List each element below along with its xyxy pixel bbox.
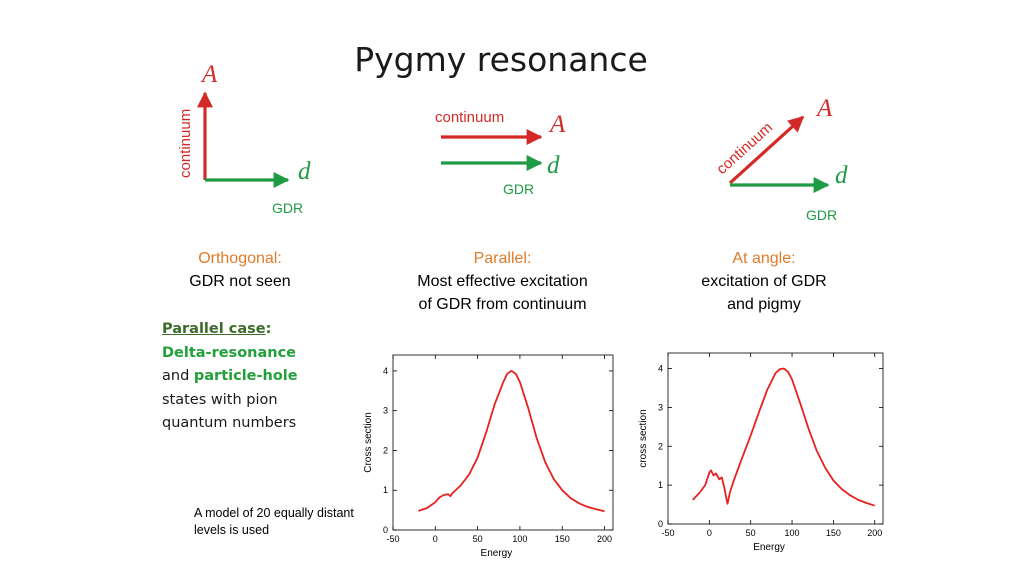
series-line: [692, 367, 875, 507]
angle-vector-diagram: continuum A d GDR: [713, 95, 848, 223]
x-tick-label: 0: [433, 534, 438, 544]
parallel-caption: Parallel: Most effective excitation of G…: [385, 247, 620, 316]
x-tick-label: 100: [785, 528, 800, 538]
parallel-text-1: Most effective excitation: [417, 273, 588, 290]
parallel-vector-diagram: continuum A d GDR: [435, 109, 566, 197]
note-and: and: [162, 368, 190, 384]
x-tick-label: 150: [826, 528, 841, 538]
note-title-line: Parallel case:: [162, 318, 332, 342]
slide-title: Pygmy resonance: [354, 40, 648, 79]
plot-frame: [392, 354, 614, 531]
x-axis-label: Energy: [481, 548, 513, 559]
label-gdr: GDR: [272, 200, 303, 216]
x-tick-label: 50: [746, 528, 756, 538]
note-title: Parallel case: [162, 321, 266, 337]
x-tick-label: 50: [473, 534, 483, 544]
label-a: A: [200, 61, 218, 88]
label-a: A: [815, 95, 833, 122]
y-tick-label: 3: [658, 402, 663, 412]
y-tick-label: 1: [658, 480, 663, 490]
orthogonal-vector-diagram: A d continuum GDR: [177, 61, 311, 216]
y-tick-label: 3: [383, 406, 388, 416]
parallel-heading: Parallel:: [473, 250, 532, 267]
y-tick-label: 4: [383, 366, 388, 376]
y-axis-label: cross section: [638, 409, 649, 467]
x-tick-label: -50: [661, 528, 674, 538]
x-tick-label: 150: [555, 534, 570, 544]
angle-caption: At angle: excitation of GDR and pigmy: [670, 247, 858, 316]
x-tick-label: 100: [512, 534, 527, 544]
parallel-case-note: Parallel case: Delta-resonance and parti…: [162, 318, 332, 436]
x-tick-label: 0: [707, 528, 712, 538]
x-tick-label: 200: [867, 528, 882, 538]
x-axis-label: Energy: [753, 542, 785, 553]
label-d: d: [547, 152, 560, 179]
plot-frame: [667, 352, 884, 525]
angle-text-2: and pigmy: [727, 296, 801, 313]
y-tick-label: 0: [658, 519, 663, 529]
angle-text-1: excitation of GDR: [701, 273, 827, 290]
orthogonal-text: GDR not seen: [189, 273, 291, 290]
note-rest-1: states with pion: [162, 391, 278, 408]
y-tick-label: 2: [383, 445, 388, 455]
label-a: A: [548, 111, 566, 138]
label-gdr: GDR: [503, 181, 534, 197]
label-gdr: GDR: [806, 207, 837, 223]
label-continuum: continuum: [435, 109, 504, 126]
label-d: d: [298, 158, 311, 185]
series-line: [418, 370, 605, 513]
model-note: A model of 20 equally distant levels is …: [194, 506, 354, 537]
y-tick-label: 1: [383, 485, 388, 495]
x-tick-label: -50: [386, 534, 399, 544]
y-tick-label: 0: [383, 525, 388, 535]
note-rest-2: quantum numbers: [162, 415, 297, 431]
angle-heading: At angle:: [732, 250, 796, 267]
x-tick-label: 200: [597, 534, 612, 544]
note-delta: Delta-resonance: [162, 344, 297, 361]
continuum-vector: [728, 115, 805, 185]
orthogonal-caption: Orthogonal: GDR not seen: [150, 247, 330, 293]
label-d: d: [835, 162, 848, 189]
y-axis-label: Cross section: [363, 412, 374, 473]
y-tick-label: 2: [658, 441, 663, 451]
label-continuum: continuum: [177, 109, 194, 178]
note-ph-line: and particle-hole: [162, 365, 332, 389]
parallel-text-2: of GDR from continuum: [418, 296, 587, 313]
orthogonal-heading: Orthogonal:: [198, 250, 282, 267]
note-colon: :: [265, 321, 272, 337]
y-tick-label: 4: [658, 364, 663, 374]
note-ph: particle-hole: [193, 368, 298, 384]
